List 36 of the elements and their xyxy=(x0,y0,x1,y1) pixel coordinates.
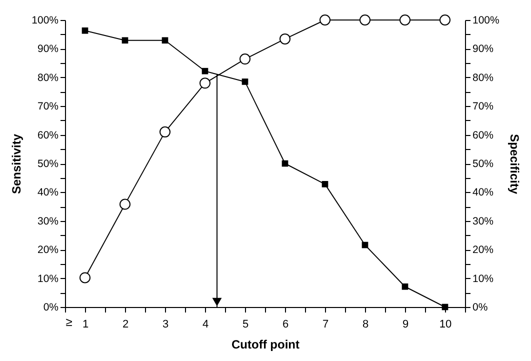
y-tick-label: 30% xyxy=(37,215,58,228)
y2-tick-label: 50% xyxy=(472,158,494,170)
y-tick-label: 70% xyxy=(37,100,58,113)
x-tick-label: 10 xyxy=(439,318,452,330)
y2-tick-label: 80% xyxy=(472,72,494,84)
y2-tick-label: 20% xyxy=(472,244,494,256)
y-tick-label: 80% xyxy=(37,72,58,84)
y-axis-title: Sensitivity xyxy=(10,134,24,194)
y-tick-label: 20% xyxy=(37,244,58,256)
y2-tick-label: 60% xyxy=(472,129,494,142)
y-tick-label: 100% xyxy=(32,14,58,26)
y-tick-label: 10% xyxy=(37,272,58,285)
x-axis-title: Cutoff point xyxy=(232,338,300,352)
x-tick-label: 4 xyxy=(202,318,209,330)
x-tick-label: 1 xyxy=(82,318,89,330)
y2-tick-label: 10% xyxy=(472,272,494,285)
text: ≥ xyxy=(66,315,73,329)
y-tick-label: 90% xyxy=(37,43,58,56)
x-tick-label: 6 xyxy=(282,318,289,330)
y2-tick-label: 70% xyxy=(472,100,494,113)
x-tick-label: 7 xyxy=(322,318,329,330)
y-tick-label: 60% xyxy=(37,129,58,142)
y2-tick-label: 40% xyxy=(472,186,494,199)
y2-tick-label: 100% xyxy=(472,14,500,26)
y2-axis-title: Specificity xyxy=(507,134,522,194)
x-tick-label: 8 xyxy=(362,318,369,330)
y2-tick-label: 90% xyxy=(472,43,494,56)
y-tick-label: 50% xyxy=(37,158,58,170)
y2-tick-label: 30% xyxy=(472,215,494,228)
y-tick-label: 40% xyxy=(37,186,58,199)
y2-tick-label: 0% xyxy=(472,302,488,314)
x-tick-label: 9 xyxy=(402,318,409,330)
x-tick-label: 5 xyxy=(242,318,249,330)
y-tick-label: 0% xyxy=(43,302,58,314)
x-tick-label: 3 xyxy=(162,318,169,330)
x-tick-label: 2 xyxy=(122,318,129,330)
